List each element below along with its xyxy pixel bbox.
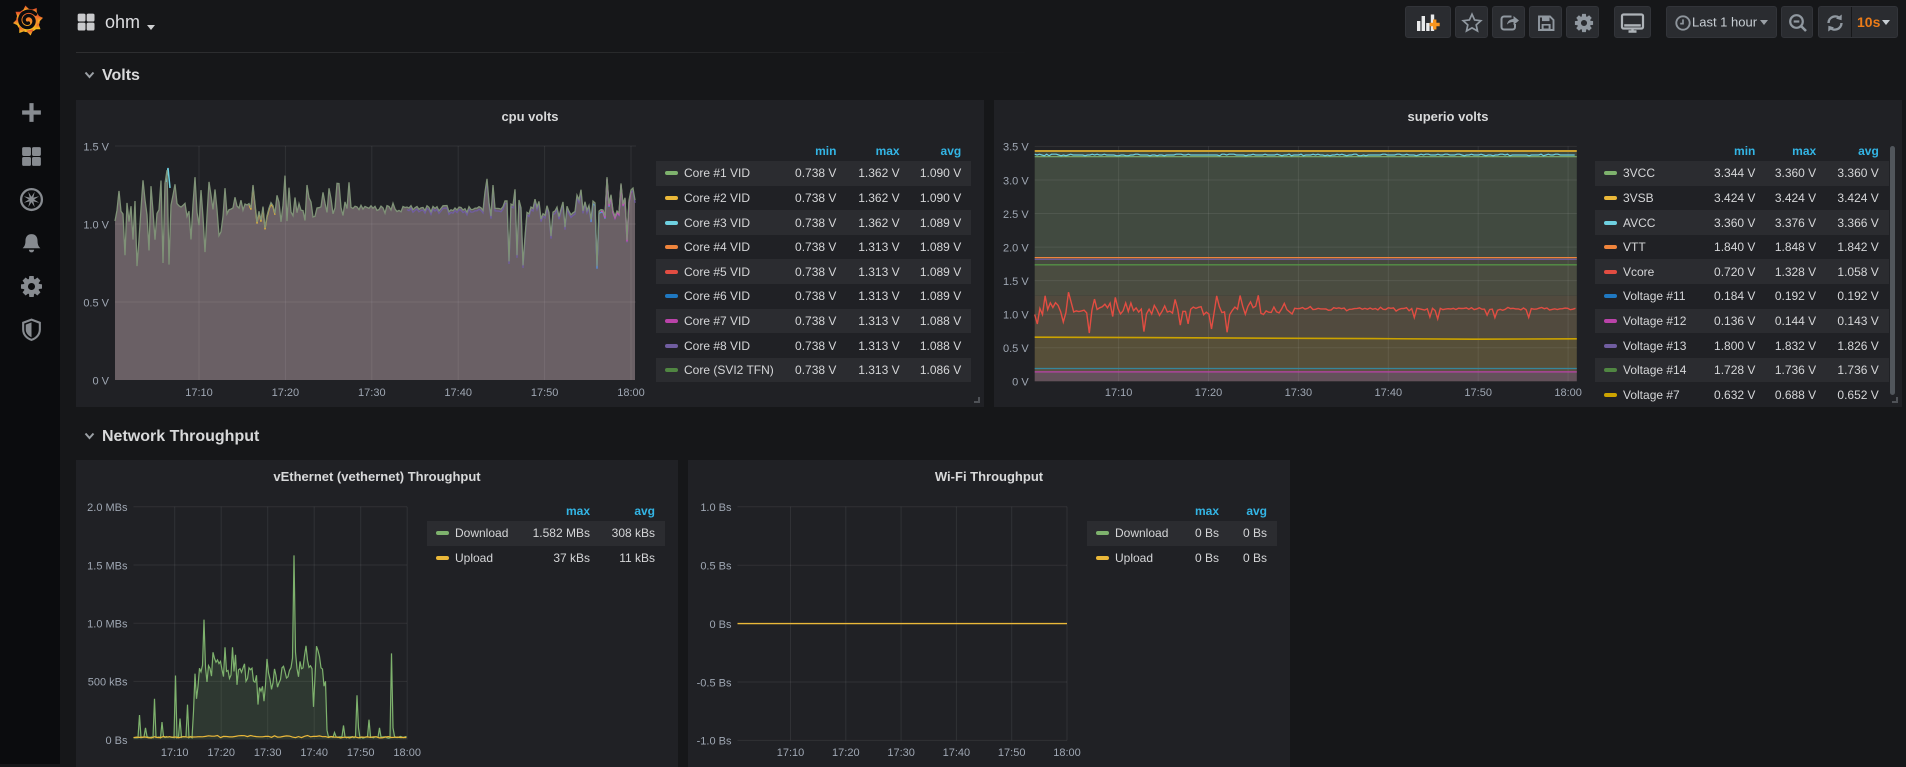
svg-text:17:20: 17:20 xyxy=(832,747,860,759)
svg-text:17:40: 17:40 xyxy=(300,747,328,759)
svg-text:2.0 V: 2.0 V xyxy=(1003,242,1029,254)
svg-text:500 kBs: 500 kBs xyxy=(88,677,128,689)
svg-text:2.5 V: 2.5 V xyxy=(1003,209,1029,221)
svg-text:1.0 Bs: 1.0 Bs xyxy=(700,502,732,514)
svg-text:17:20: 17:20 xyxy=(272,387,300,399)
svg-text:0 V: 0 V xyxy=(1012,377,1029,389)
svg-text:0.5 V: 0.5 V xyxy=(83,297,109,309)
svg-text:3.5 V: 3.5 V xyxy=(1003,142,1029,154)
svg-text:17:50: 17:50 xyxy=(1464,387,1492,399)
svg-text:0 Bs: 0 Bs xyxy=(709,619,732,631)
svg-text:1.5 MBs: 1.5 MBs xyxy=(87,560,128,572)
svg-text:18:00: 18:00 xyxy=(1053,747,1081,759)
svg-text:17:10: 17:10 xyxy=(1105,387,1133,399)
svg-text:18:00: 18:00 xyxy=(393,747,421,759)
svg-text:17:40: 17:40 xyxy=(943,747,971,759)
svg-text:18:00: 18:00 xyxy=(1554,387,1582,399)
svg-text:17:50: 17:50 xyxy=(531,387,559,399)
svg-text:17:10: 17:10 xyxy=(161,747,189,759)
svg-text:-1.0 Bs: -1.0 Bs xyxy=(697,736,732,748)
svg-text:1.5 V: 1.5 V xyxy=(83,141,109,153)
svg-text:18:00: 18:00 xyxy=(617,387,645,399)
svg-text:17:10: 17:10 xyxy=(777,747,805,759)
svg-text:1.5 V: 1.5 V xyxy=(1003,276,1029,288)
svg-text:17:30: 17:30 xyxy=(1285,387,1313,399)
svg-text:2.0 MBs: 2.0 MBs xyxy=(87,502,128,514)
svg-text:1.0 MBs: 1.0 MBs xyxy=(87,619,128,631)
svg-text:0 V: 0 V xyxy=(92,375,109,387)
svg-text:17:30: 17:30 xyxy=(358,387,386,399)
svg-text:17:40: 17:40 xyxy=(444,387,472,399)
svg-text:1.0 V: 1.0 V xyxy=(1003,310,1029,322)
svg-text:17:20: 17:20 xyxy=(1195,387,1223,399)
svg-text:17:30: 17:30 xyxy=(887,747,915,759)
svg-text:0.5 V: 0.5 V xyxy=(1003,343,1029,355)
svg-text:17:20: 17:20 xyxy=(207,747,235,759)
svg-text:17:10: 17:10 xyxy=(185,387,213,399)
svg-text:-0.5 Bs: -0.5 Bs xyxy=(697,677,732,689)
svg-text:3.0 V: 3.0 V xyxy=(1003,175,1029,187)
svg-text:17:50: 17:50 xyxy=(998,747,1026,759)
svg-text:1.0 V: 1.0 V xyxy=(83,219,109,231)
svg-text:17:30: 17:30 xyxy=(254,747,282,759)
svg-text:0 Bs: 0 Bs xyxy=(105,735,128,747)
svg-text:17:50: 17:50 xyxy=(347,747,375,759)
svg-text:17:40: 17:40 xyxy=(1375,387,1403,399)
svg-text:0.5 Bs: 0.5 Bs xyxy=(700,561,732,573)
